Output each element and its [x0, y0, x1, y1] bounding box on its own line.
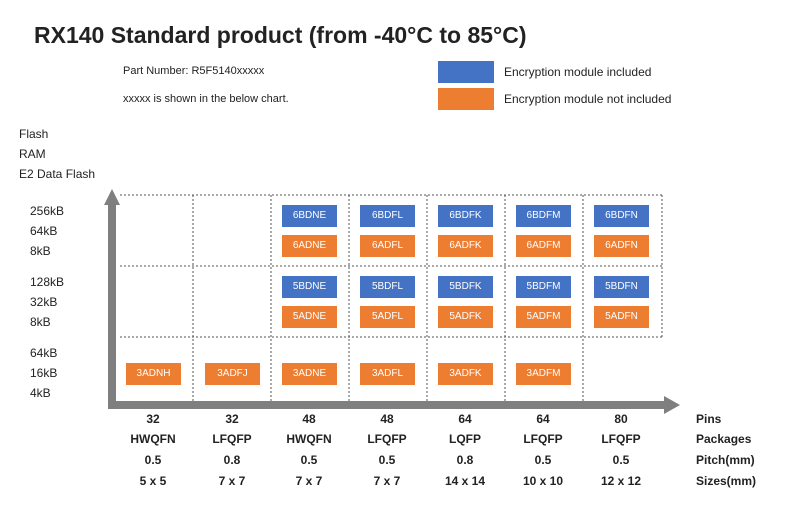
grid-lines	[120, 194, 663, 402]
x-axis-arrow-shaft	[108, 401, 670, 409]
column-4-pitch: 0.5	[378, 453, 396, 467]
x-label-pins: Pins	[696, 412, 722, 426]
part-chip-5bdfk: 5BDFK	[438, 276, 493, 298]
part-chip-5adfl: 5ADFL	[360, 306, 415, 328]
part-chip-5adfk: 5ADFK	[438, 306, 493, 328]
column-6-pitch: 0.5	[534, 453, 552, 467]
legend-swatch-encryption-included	[438, 61, 494, 83]
part-chip-5bdfm: 5BDFM	[516, 276, 571, 298]
part-chip-5bdne: 5BDNE	[282, 276, 337, 298]
legend-swatch-encryption-not-included	[438, 88, 494, 110]
row3-flash-label: 64kB	[30, 346, 58, 360]
row3-e2-label: 4kB	[30, 386, 51, 400]
part-chip-6adne: 6ADNE	[282, 235, 337, 257]
column-3-pins: 48	[302, 412, 316, 426]
x-axis-arrowhead	[664, 396, 680, 414]
column-3-pitch: 0.5	[300, 453, 318, 467]
part-chip-3adfl: 3ADFL	[360, 363, 415, 385]
x-label-packages: Packages	[696, 432, 752, 446]
x-label-sizes: Sizes(mm)	[696, 474, 757, 488]
column-5-package: LQFP	[449, 432, 481, 446]
part-chip-6bdfk: 6BDFK	[438, 205, 493, 227]
part-chip-3adnh: 3ADNH	[126, 363, 181, 385]
column-2-pins: 32	[225, 412, 239, 426]
column-4-package: LFQFP	[367, 432, 407, 446]
part-chip-3adne: 3ADNE	[282, 363, 337, 385]
part-chip-6adfk: 6ADFK	[438, 235, 493, 257]
column-1-size: 5 x 5	[139, 474, 167, 488]
part-chip-3adfk: 3ADFK	[438, 363, 493, 385]
row1-e2-label: 8kB	[30, 244, 51, 258]
part-chip-5bdfl: 5BDFL	[360, 276, 415, 298]
column-2-package: LFQFP	[212, 432, 252, 446]
row1-ram-label: 64kB	[30, 224, 58, 238]
column-6-package: LFQFP	[523, 432, 563, 446]
column-4-size: 7 x 7	[373, 474, 401, 488]
y-axis-arrow-shaft	[108, 203, 116, 407]
column-3-size: 7 x 7	[295, 474, 323, 488]
column-5-pitch: 0.8	[456, 453, 474, 467]
y-header-flash: Flash	[19, 127, 49, 141]
page-title: RX140 Standard product (from -40°C to 85…	[34, 22, 527, 48]
part-chip-6bdfm: 6BDFM	[516, 205, 571, 227]
part-chip-5adfm: 5ADFM	[516, 306, 571, 328]
row2-e2-label: 8kB	[30, 315, 51, 329]
column-6-pins: 64	[536, 412, 550, 426]
y-axis-arrowhead	[104, 189, 120, 205]
row1-flash-label: 256kB	[30, 204, 65, 218]
part-chip-6bdne: 6BDNE	[282, 205, 337, 227]
part-chip-6adfn: 6ADFN	[594, 235, 649, 257]
column-1-pins: 32	[146, 412, 160, 426]
part-chip-6bdfl: 6BDFL	[360, 205, 415, 227]
column-6-size: 10 x 10	[522, 474, 564, 488]
x-label-pitch: Pitch(mm)	[696, 453, 755, 467]
part-chip-6bdfn: 6BDFN	[594, 205, 649, 227]
part-chip-6adfl: 6ADFL	[360, 235, 415, 257]
row2-ram-label: 32kB	[30, 295, 58, 309]
row3-ram-label: 16kB	[30, 366, 58, 380]
column-3-package: HWQFN	[286, 432, 332, 446]
column-5-size: 14 x 14	[444, 474, 486, 488]
part-chip-5bdfn: 5BDFN	[594, 276, 649, 298]
column-7-pins: 80	[614, 412, 628, 426]
column-5-pins: 64	[458, 412, 472, 426]
part-number-text: Part Number: R5F5140xxxxx	[123, 65, 265, 77]
column-2-size: 7 x 7	[218, 474, 246, 488]
column-4-pins: 48	[380, 412, 394, 426]
note-text: xxxxx is shown in the below chart.	[123, 93, 289, 105]
legend-label-encryption-included: Encryption module included	[504, 65, 652, 79]
part-chip-3adfm: 3ADFM	[516, 363, 571, 385]
row2-flash-label: 128kB	[30, 275, 65, 289]
part-chip-5adne: 5ADNE	[282, 306, 337, 328]
column-1-pitch: 0.5	[144, 453, 162, 467]
legend-label-encryption-not-included: Encryption module not included	[504, 92, 672, 106]
y-header-ram: RAM	[19, 147, 46, 161]
column-7-size: 12 x 12	[600, 474, 642, 488]
column-2-pitch: 0.8	[223, 453, 241, 467]
y-header-e2-data-flash: E2 Data Flash	[19, 167, 96, 181]
part-chip-6adfm: 6ADFM	[516, 235, 571, 257]
column-1-package: HWQFN	[130, 432, 176, 446]
column-7-package: LFQFP	[601, 432, 641, 446]
part-chip-5adfn: 5ADFN	[594, 306, 649, 328]
column-7-pitch: 0.5	[612, 453, 630, 467]
part-chip-3adfj: 3ADFJ	[205, 363, 260, 385]
